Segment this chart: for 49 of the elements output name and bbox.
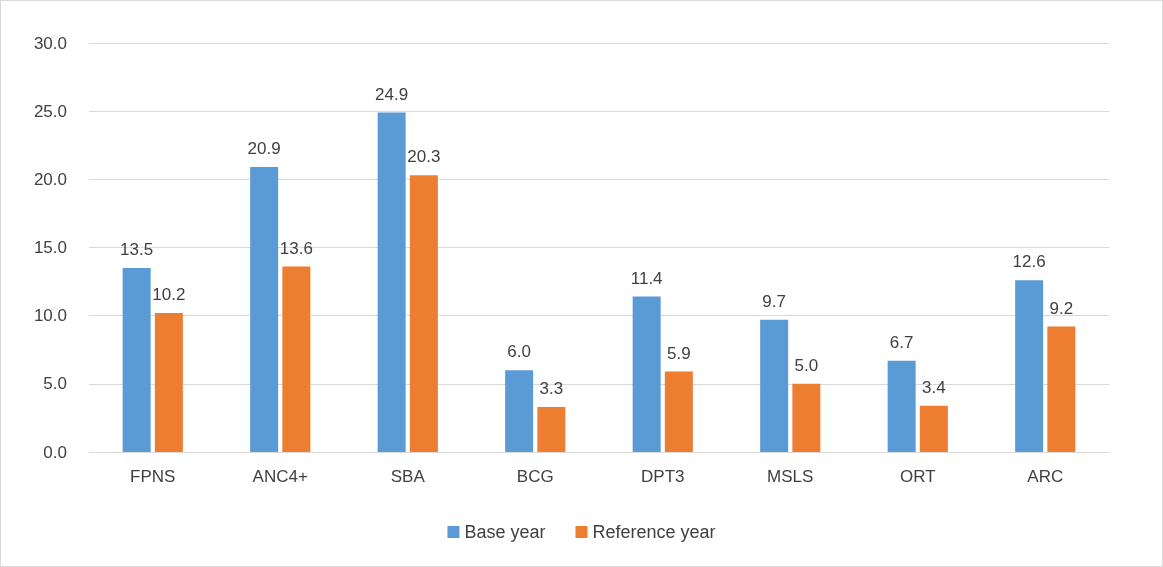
bar — [1047, 326, 1076, 452]
bar — [632, 296, 661, 452]
bar — [664, 371, 693, 452]
data-label: 20.9 — [247, 139, 281, 159]
data-label: 13.6 — [279, 238, 313, 258]
y-tick-label: 30.0 — [33, 33, 67, 53]
data-label: 3.3 — [539, 379, 564, 399]
x-tick-label: ORT — [899, 467, 936, 486]
bar — [154, 312, 183, 452]
x-tick-label: MSLS — [767, 467, 814, 486]
legend-label: Reference year — [592, 522, 716, 542]
bar — [537, 407, 566, 452]
data-label: 11.4 — [630, 268, 663, 288]
bar — [792, 383, 821, 452]
data-label: 3.4 — [922, 377, 946, 397]
bar — [760, 319, 789, 452]
data-label: 5.0 — [794, 355, 819, 375]
data-label: 20.3 — [407, 147, 441, 167]
data-label: 10.2 — [152, 284, 186, 304]
y-tick-label: 20.0 — [33, 169, 67, 189]
bar — [1015, 280, 1044, 452]
y-tick-label: 0.0 — [43, 442, 67, 462]
x-tick-label: ARC — [1027, 467, 1064, 486]
bar — [887, 360, 916, 452]
y-tick-label: 15.0 — [33, 238, 67, 257]
bar — [250, 167, 279, 452]
y-tick-label: 10.0 — [33, 306, 67, 326]
bar — [505, 370, 534, 452]
x-tick-label: ANC4+ — [252, 467, 308, 486]
bar — [282, 266, 311, 452]
data-label: 6.0 — [507, 342, 531, 362]
data-label: 12.6 — [1012, 252, 1046, 272]
x-tick-label: BCG — [516, 467, 554, 486]
bar — [409, 175, 438, 452]
y-tick-label: 25.0 — [33, 101, 67, 121]
data-label: 13.5 — [120, 239, 154, 259]
legend-label: Base year — [464, 522, 546, 542]
y-tick-label: 5.0 — [43, 374, 67, 394]
bar — [377, 112, 406, 452]
bar — [122, 267, 151, 452]
data-label: 24.9 — [375, 84, 409, 104]
x-tick-label: DPT3 — [641, 467, 685, 486]
x-tick-label: SBA — [390, 467, 426, 486]
x-tick-label: FPNS — [130, 467, 176, 486]
data-label: 9.2 — [1049, 298, 1074, 318]
bar — [919, 405, 948, 452]
data-label: 6.7 — [889, 332, 914, 352]
data-label: 9.7 — [762, 291, 786, 311]
data-label: 5.9 — [667, 343, 691, 363]
